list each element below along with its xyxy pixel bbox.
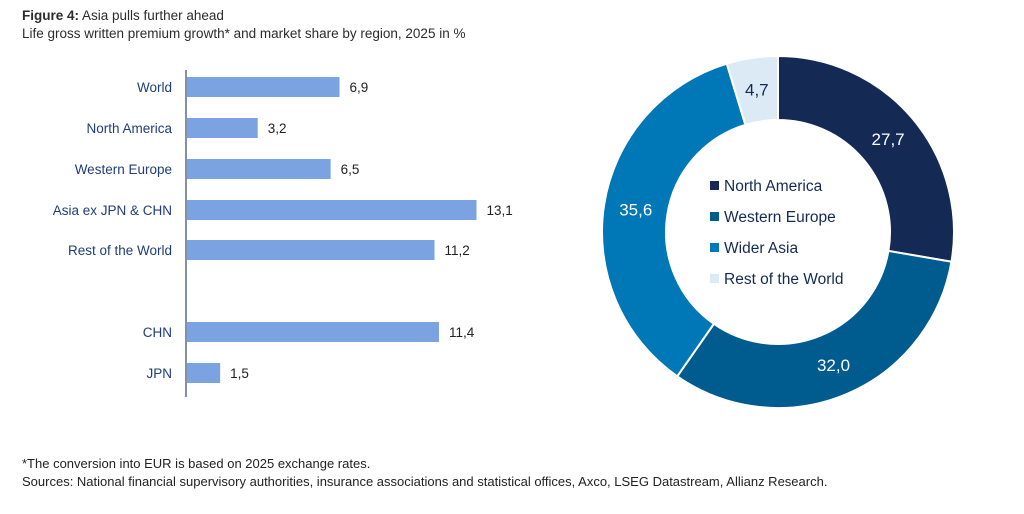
legend-label: Wider Asia (724, 240, 798, 257)
bar (187, 200, 477, 220)
slice-value-label: 35,6 (619, 200, 652, 219)
slice-value-label: 4,7 (745, 81, 769, 100)
category-label: North America (86, 121, 172, 136)
bar-value-label: 11,2 (445, 243, 470, 258)
category-label: World (137, 80, 172, 95)
chart-title: Asia pulls further ahead (82, 8, 224, 23)
slice-value-label: 32,0 (817, 356, 850, 375)
legend-swatch (710, 243, 719, 252)
legend-swatch (710, 212, 719, 221)
footnote: *The conversion into EUR is based on 202… (22, 456, 371, 471)
bar-value-label: 1,5 (230, 366, 249, 381)
legend-swatch (710, 181, 719, 190)
legend-label: Western Europe (724, 209, 836, 226)
chart-subtitle: Life gross written premium growth* and m… (22, 26, 466, 41)
bar-value-label: 6,5 (341, 162, 360, 177)
bar (187, 240, 435, 260)
chart-footer: *The conversion into EUR is based on 202… (22, 455, 827, 491)
donut-slice (777, 54, 955, 263)
slice-value-label: 27,7 (872, 130, 905, 149)
bar (187, 322, 439, 342)
chart-title-line: Figure 4: Asia pulls further ahead (22, 7, 465, 25)
legend-label: Rest of the World (724, 271, 843, 288)
donut-slice (675, 249, 953, 409)
legend-swatch (710, 274, 719, 283)
figure-label: Figure 4: (22, 8, 80, 23)
bar (187, 77, 340, 97)
bar-value-label: 13,1 (487, 203, 513, 218)
bar-chart: World 6,9 North America 3,2 Western Europe 6,… (53, 70, 513, 397)
bar-value-label: 11,4 (449, 325, 475, 340)
bar (187, 363, 221, 383)
category-label: Western Europe (75, 162, 172, 177)
category-label: CHN (143, 325, 172, 340)
category-label: Asia ex JPN & CHN (53, 203, 172, 218)
category-label: Rest of the World (68, 243, 172, 258)
donut-chart: 27,7 32,0 35,6 4,7 North America Western Euro… (601, 54, 955, 409)
bar (187, 118, 258, 138)
bar-value-label: 3,2 (268, 121, 287, 136)
bar-value-label: 6,9 (349, 80, 368, 95)
category-label: JPN (146, 366, 172, 381)
donut-slice (601, 62, 747, 378)
donut-slice (725, 54, 779, 127)
sources-note: Sources: National financial supervisory … (22, 474, 828, 489)
bar (187, 159, 331, 179)
chart-header: Figure 4: Asia pulls further ahead Life … (22, 7, 465, 43)
legend-label: North America (724, 178, 823, 195)
